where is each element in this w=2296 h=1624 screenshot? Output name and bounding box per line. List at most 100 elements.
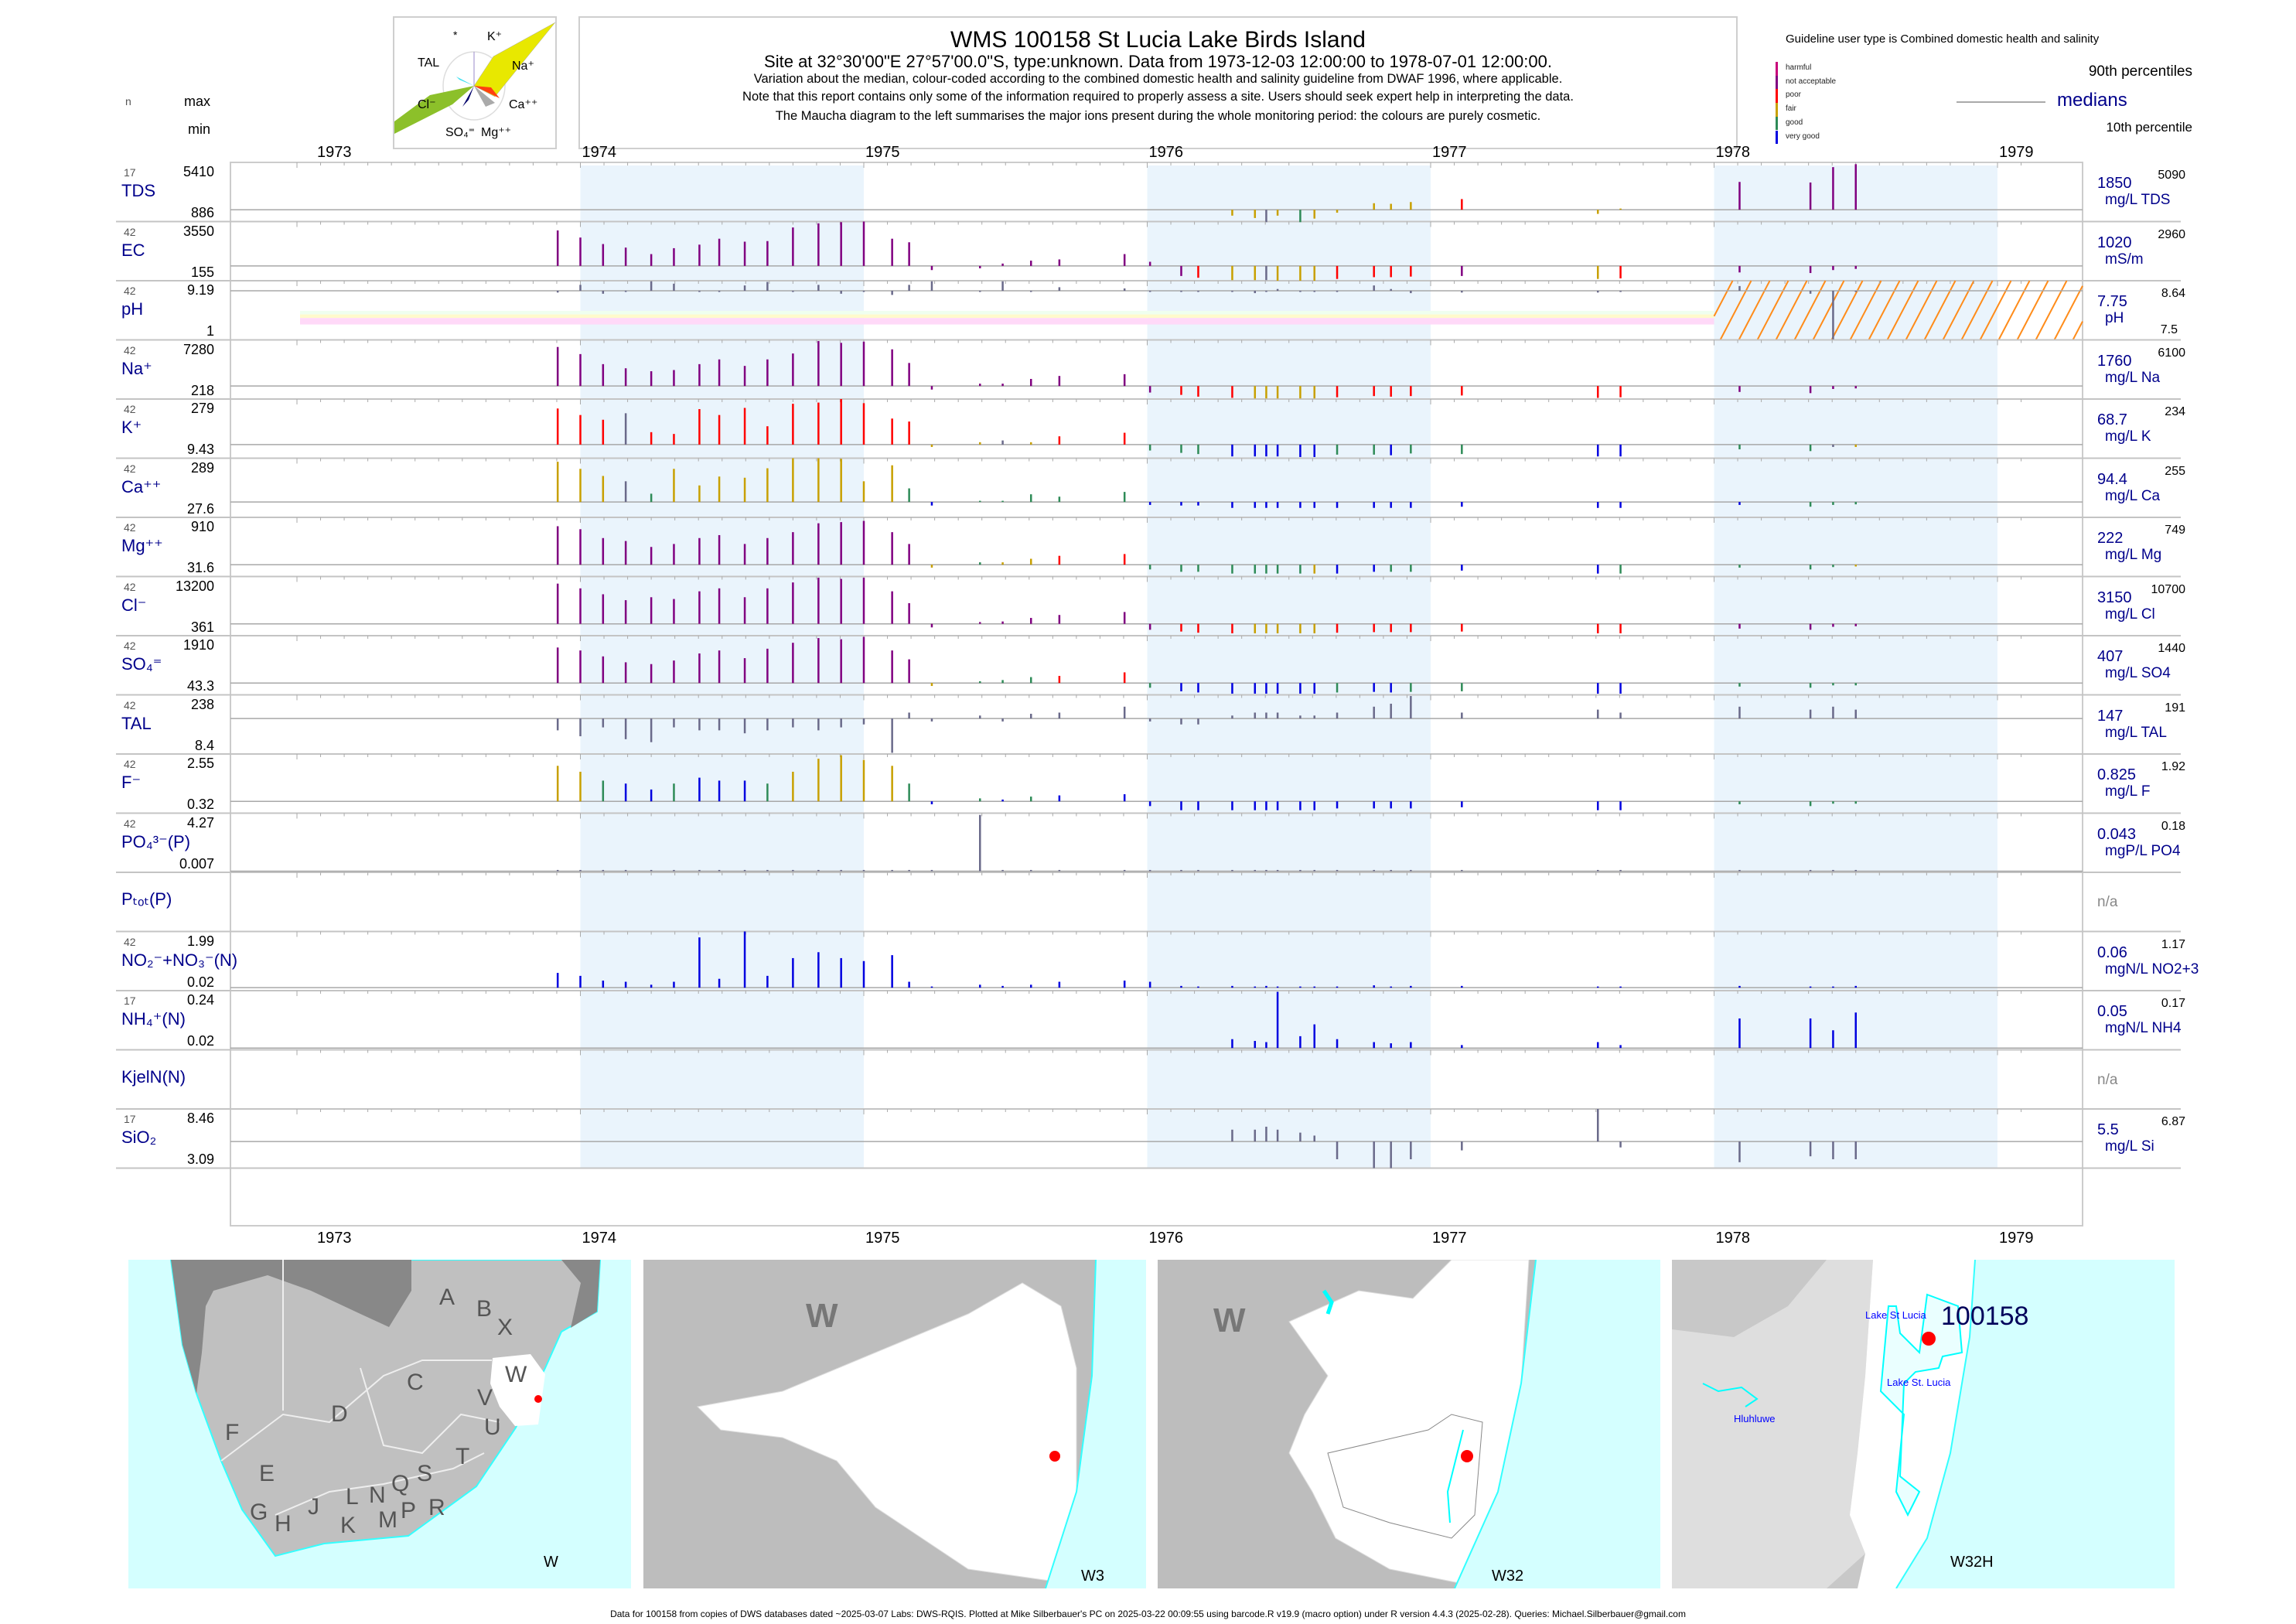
year-tick-label: 1979 xyxy=(1999,144,2034,161)
row-median: 222 xyxy=(2097,530,2124,547)
row-name: TAL xyxy=(121,713,152,733)
sample-bar xyxy=(1180,265,1182,276)
sample-bar xyxy=(1461,199,1463,210)
shaded-year-band xyxy=(580,165,864,1169)
sample-bar xyxy=(792,532,794,565)
sample-bar xyxy=(1461,1045,1463,1049)
sample-bar xyxy=(673,869,675,872)
guideline-hatch xyxy=(1713,280,1734,317)
sample-bar xyxy=(698,591,701,624)
sample-bar xyxy=(624,541,627,565)
sample-bar xyxy=(1254,986,1257,988)
map3-region: W xyxy=(1213,1302,1246,1339)
year-tick-label: 1976 xyxy=(1148,144,1184,161)
legend-class-label: fair xyxy=(1786,104,1796,114)
sample-bar xyxy=(1148,444,1151,451)
row-p90: 6.87 xyxy=(2161,1115,2185,1128)
sample-bar xyxy=(1390,986,1392,988)
sample-bar xyxy=(673,981,675,988)
sample-bar xyxy=(908,544,910,565)
sample-bar xyxy=(1276,210,1279,216)
sample-bar xyxy=(1148,565,1151,570)
sample-bar xyxy=(1180,623,1182,632)
row-max: 3550 xyxy=(183,223,214,239)
sample-bar xyxy=(930,565,933,568)
sample-bar xyxy=(698,937,701,988)
drainage-region-letter: X xyxy=(497,1315,513,1340)
drainage-region-letter: H xyxy=(275,1511,292,1537)
sample-bar xyxy=(792,869,794,872)
sample-bar xyxy=(673,544,675,565)
row-max: 289 xyxy=(190,459,214,476)
drainage-region-letter: P xyxy=(401,1498,417,1523)
sample-bar xyxy=(891,291,893,295)
row-name: Ca⁺⁺ xyxy=(121,476,162,496)
row-max: 1.99 xyxy=(186,933,214,949)
row-name: F⁻ xyxy=(121,773,142,792)
map2-region: W xyxy=(806,1297,838,1335)
sample-bar xyxy=(1029,618,1032,624)
sample-bar xyxy=(673,660,675,684)
sample-bar xyxy=(1596,565,1599,574)
sample-bar xyxy=(1854,869,1857,872)
sample-bar xyxy=(766,783,769,802)
sample-bar xyxy=(743,366,746,387)
sample-bar xyxy=(840,639,842,684)
site-marker xyxy=(1461,1450,1473,1462)
guideline-hatch xyxy=(2072,321,2083,340)
map3-label: W32 xyxy=(1492,1568,1524,1585)
sample-bar xyxy=(1596,623,1599,633)
sample-bar xyxy=(1148,801,1151,807)
sample-bar xyxy=(718,476,721,503)
sample-bar xyxy=(766,468,769,503)
sample-bar xyxy=(1373,502,1375,508)
median-legend-line xyxy=(1957,101,2045,103)
sample-bar xyxy=(673,283,675,292)
row-p90: 255 xyxy=(2165,464,2185,478)
map-w32h: Lake St Lucia 100158 Lake St. Lucia Hluh… xyxy=(1672,1260,2175,1588)
sample-bar xyxy=(1461,502,1463,507)
sample-bar xyxy=(1410,623,1412,633)
row-p90: 8.64 xyxy=(2161,287,2185,300)
maucha-label-tal: TAL xyxy=(418,56,440,70)
sample-bar xyxy=(1299,386,1302,399)
sample-bar xyxy=(1197,986,1199,988)
row-max: 1910 xyxy=(183,637,214,653)
sample-bar xyxy=(1254,386,1257,399)
sample-bar xyxy=(817,952,820,988)
sample-bar xyxy=(930,801,933,805)
sample-bar xyxy=(792,353,794,387)
sample-bar xyxy=(602,537,605,565)
sample-bar xyxy=(1254,444,1257,457)
sample-bar xyxy=(1390,1141,1392,1169)
sample-bar xyxy=(1148,981,1151,988)
sample-bar xyxy=(908,783,910,802)
row-name: EC xyxy=(121,240,145,260)
sample-bar xyxy=(1809,986,1812,988)
sample-bar xyxy=(743,718,746,734)
sample-bar xyxy=(1809,709,1812,719)
sample-bar xyxy=(624,368,627,387)
year-tick-label: 1975 xyxy=(865,144,900,161)
sample-bar xyxy=(1809,801,1812,807)
row-unit: mS/m xyxy=(2105,251,2144,268)
sample-bar xyxy=(1313,986,1315,988)
row-n: 42 xyxy=(124,285,136,297)
maucha-label-mg: Mg⁺⁺ xyxy=(481,126,512,139)
sample-bar xyxy=(792,582,794,624)
sample-bar xyxy=(1809,623,1812,630)
sample-bar xyxy=(1854,985,1857,988)
sample-bar xyxy=(1336,386,1339,397)
sample-bar xyxy=(1738,182,1741,210)
row-unit: mgN/L NH4 xyxy=(2105,1020,2182,1036)
sample-bar xyxy=(1373,623,1375,633)
row-min: 0.02 xyxy=(186,974,214,990)
site-subtitle: Site at 32°30'00"E 27°57'00.0"S, type:un… xyxy=(764,52,1552,71)
row-name: SO₄⁼ xyxy=(121,654,162,674)
sample-bar xyxy=(979,442,981,445)
sample-bar xyxy=(673,599,675,624)
sample-bar xyxy=(1336,565,1339,574)
sample-bar xyxy=(743,931,746,988)
row-median: 3150 xyxy=(2097,589,2132,606)
sample-bar xyxy=(817,718,820,731)
